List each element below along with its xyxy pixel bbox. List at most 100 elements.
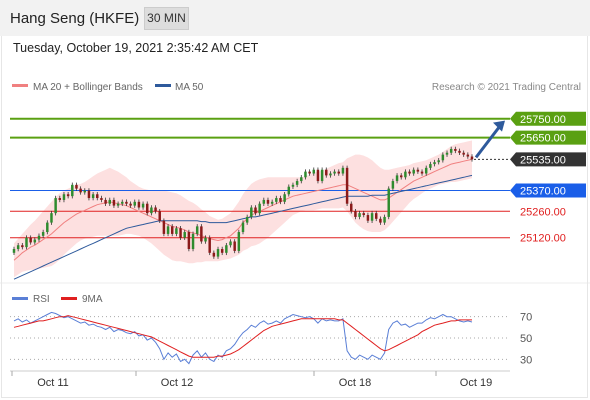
candle-body — [449, 148, 453, 153]
candle-body — [300, 177, 303, 182]
candle-body — [225, 245, 228, 253]
candle-body — [287, 186, 291, 195]
candle-body — [383, 216, 386, 223]
time-axis: Oct 11 Oct 12 Oct 18 Oct 19 — [11, 371, 492, 389]
candle-body — [129, 203, 132, 206]
candle-body — [12, 249, 16, 253]
candle-body — [333, 171, 336, 174]
candle-body — [262, 199, 266, 204]
candle-body — [416, 169, 420, 172]
candle-body — [145, 203, 149, 214]
candle-body — [220, 249, 224, 253]
candle-body — [137, 201, 141, 208]
ma9-legend-label: 9MA — [82, 294, 103, 305]
time-axis-label: Oct 19 — [460, 377, 492, 389]
candle-body — [387, 188, 390, 217]
candle-body — [429, 164, 432, 168]
current-level-tag — [510, 152, 586, 167]
ma9-legend-swatch — [61, 297, 77, 300]
support-level-label: 25260.00 — [520, 206, 566, 218]
candle-body — [162, 220, 166, 234]
candle-body — [337, 171, 341, 174]
candle-body — [250, 207, 253, 217]
rsi-tick-label: 50 — [520, 333, 532, 345]
rsi-tick-label: 30 — [520, 354, 532, 366]
candle-body — [37, 235, 41, 240]
rsi-legend-label: RSI — [33, 294, 50, 305]
candle-body — [266, 199, 270, 204]
time-axis-label: Oct 11 — [37, 377, 69, 389]
candle-body — [16, 245, 20, 250]
candle-body — [433, 162, 436, 165]
candle-body — [121, 201, 124, 204]
candle-body — [458, 150, 461, 153]
pivot-level-label: 25370.00 — [520, 186, 566, 198]
time-axis-label: Oct 18 — [339, 377, 371, 389]
candle-body — [58, 198, 62, 200]
candle-body — [437, 160, 440, 163]
candle-body — [445, 152, 449, 155]
support-level-label: 25120.00 — [520, 233, 566, 245]
candle-body — [241, 222, 245, 233]
candle-body — [62, 194, 66, 200]
candle-body — [71, 184, 74, 197]
candle-body — [354, 211, 357, 217]
candle-body — [350, 203, 353, 212]
candle-body — [345, 167, 349, 204]
resistance-level-tag — [510, 111, 586, 126]
candle-body — [325, 169, 328, 176]
candle-body — [158, 211, 161, 221]
candle-body — [454, 148, 457, 151]
timeframe-button[interactable]: 30 MIN — [144, 7, 189, 30]
candle-body — [366, 215, 370, 221]
candle-body — [191, 233, 195, 250]
candle-body — [116, 203, 120, 206]
candle-body — [395, 175, 399, 182]
candle-body — [154, 207, 157, 212]
candle-body — [320, 169, 324, 182]
credit-text: Research © 2021 Trading Central — [432, 82, 581, 93]
candle-body — [237, 232, 241, 251]
candle-body — [212, 252, 216, 257]
candle-body — [75, 184, 78, 189]
candle-body — [312, 169, 316, 174]
forecast-arrowhead — [493, 120, 505, 132]
candle-body — [424, 167, 428, 174]
candle-body — [362, 213, 365, 216]
rsi-legend-swatch — [12, 297, 28, 300]
candle-body — [316, 169, 320, 182]
pivot-level-tag — [510, 183, 586, 198]
candle-body — [304, 171, 307, 178]
candle-body — [83, 190, 87, 193]
resistance-level-label: 25650.00 — [520, 133, 566, 145]
timestamp: Tuesday, October 19, 2021 2:35:42 AM CET — [13, 41, 259, 55]
candle-body — [166, 226, 170, 234]
ma20-legend-swatch — [12, 84, 28, 87]
candle-body — [462, 152, 465, 155]
chart-header: Hang Seng (HKFE) 30 MIN — [0, 0, 590, 36]
candle-body — [108, 199, 112, 204]
candle-body — [275, 198, 278, 202]
forecast-arrow — [474, 123, 503, 159]
candle-body — [279, 198, 282, 202]
candle-body — [170, 226, 174, 234]
candle-body — [175, 228, 178, 234]
time-axis-label: Oct 12 — [161, 377, 193, 389]
bollinger-band — [14, 140, 472, 278]
candle-body — [233, 241, 236, 251]
candle-body — [183, 232, 186, 238]
candle-body — [195, 226, 199, 234]
candle-body — [420, 171, 424, 174]
candle-body — [150, 207, 153, 214]
rsi-line — [13, 311, 473, 365]
candle-body — [204, 237, 207, 242]
candle-body — [270, 201, 274, 204]
candle-body — [87, 190, 91, 199]
price-panel: 25750.00 25650.00 25535.00 25370.00 25260.00… — [10, 111, 586, 280]
instrument-title: Hang Seng (HKFE) — [10, 10, 140, 27]
candle-body — [341, 167, 345, 174]
candle-body — [229, 241, 232, 246]
candle-body — [254, 207, 257, 214]
candle-body — [408, 171, 411, 174]
